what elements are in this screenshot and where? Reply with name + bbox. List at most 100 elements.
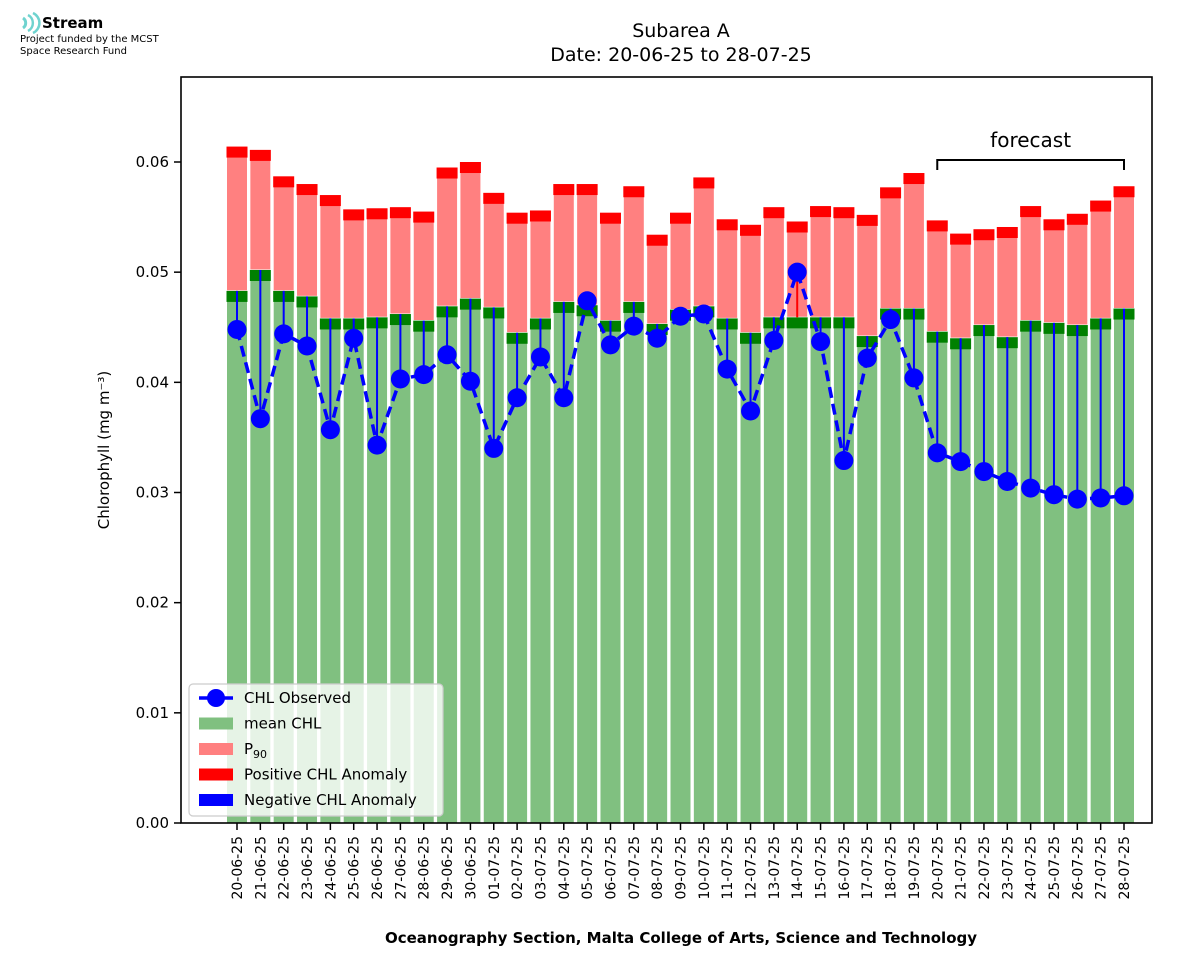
x-tick-label: 23-06-25 <box>300 836 316 900</box>
p90-band <box>623 186 645 198</box>
observed-point <box>250 409 270 429</box>
y-tick-label: 0.06 <box>136 153 169 171</box>
x-axis: 20-06-25 21-06-25 22-06-25 23-06-25 24-06-25… <box>230 823 1133 900</box>
y-axis: 0.00 0.01 0.02 0.03 0.04 0.05 0.06 <box>136 153 181 832</box>
logo-line-2: Space Research Fund <box>20 46 127 57</box>
x-tick-label: 10-07-25 <box>697 836 713 900</box>
plot-frame <box>180 76 1153 824</box>
x-tick-label: 27-06-25 <box>393 836 409 900</box>
bar-stack <box>646 234 669 824</box>
p90-bar <box>576 183 599 306</box>
anomaly-lines-group <box>236 269 1125 500</box>
x-tick-label: 02-07-25 <box>510 836 526 900</box>
bar-stack <box>1066 213 1089 824</box>
x-tick-label: 12-07-25 <box>744 836 760 900</box>
x-tick-label: 26-06-25 <box>370 836 386 900</box>
p90-bar <box>1019 205 1042 322</box>
observed-point <box>927 443 947 463</box>
p90-band <box>996 226 1018 239</box>
x-axis-label: Oceanography Section, Malta College of A… <box>385 929 977 947</box>
observed-point <box>530 347 550 367</box>
x-tick-label: 23-07-25 <box>1000 836 1016 900</box>
legend-patch-swatch <box>199 794 233 806</box>
p90-band <box>226 146 248 158</box>
observed-point <box>414 365 434 385</box>
logo-brand: Stream <box>20 12 159 34</box>
p90-band <box>786 221 808 233</box>
p90-band <box>903 173 925 185</box>
bar-stack <box>949 233 972 824</box>
p90-band <box>1113 186 1135 198</box>
bar-stack <box>622 185 645 824</box>
p90-bar <box>1113 185 1135 310</box>
p90-band <box>319 195 341 207</box>
p90-bar <box>506 212 529 334</box>
observed-point <box>671 306 690 326</box>
y-tick-label: 0.00 <box>136 814 169 832</box>
x-tick-label: 05-07-25 <box>580 836 596 900</box>
x-tick-label: 22-07-25 <box>977 836 993 900</box>
mean-bar <box>576 304 599 824</box>
x-tick-label: 25-06-25 <box>347 836 363 900</box>
p90-band <box>1043 219 1065 231</box>
bar-stack <box>926 219 949 824</box>
p90-bar <box>1042 218 1065 324</box>
legend-label: CHL Observed <box>244 689 351 707</box>
p90-band <box>693 177 715 189</box>
p90-band <box>716 219 738 231</box>
p90-bar <box>226 146 248 292</box>
x-tick-label: 20-07-25 <box>930 836 946 900</box>
legend-marker-swatch <box>207 689 225 707</box>
p90-band <box>973 229 995 241</box>
p90-band <box>576 184 598 196</box>
mean-bar <box>599 320 622 824</box>
x-tick-label: 28-06-25 <box>417 836 433 900</box>
observed-line-group <box>227 262 1134 509</box>
p90-band <box>950 233 972 245</box>
bar-stack <box>1042 218 1065 824</box>
observed-point <box>834 451 854 471</box>
observed-point <box>717 359 737 379</box>
bar-stack <box>996 226 1019 824</box>
p90-band <box>483 192 505 204</box>
p90-bar <box>459 161 482 300</box>
stream-logo: Stream Project funded by the MCST Space … <box>20 12 159 58</box>
p90-band <box>459 162 481 174</box>
y-tick-label: 0.02 <box>136 594 169 612</box>
p90-bar <box>482 192 505 308</box>
observed-point <box>1021 478 1041 498</box>
x-tick-label: 09-07-25 <box>674 836 690 900</box>
bar-stack <box>576 183 599 824</box>
x-tick-label: 18-07-25 <box>884 836 900 900</box>
legend-patch-swatch <box>199 717 233 730</box>
mean-bar <box>856 335 879 824</box>
p90-bar <box>739 224 762 334</box>
bar-stack <box>762 206 785 824</box>
p90-bar <box>249 149 272 271</box>
bar-stack <box>716 218 739 824</box>
p90-band <box>296 184 318 196</box>
bar-stack <box>529 209 552 824</box>
bar-stack <box>856 214 879 824</box>
p90-band <box>366 208 388 220</box>
observed-point <box>1091 488 1111 508</box>
bar-stack <box>902 172 925 824</box>
x-tick-label: 26-07-25 <box>1070 836 1086 900</box>
p90-bar <box>599 212 622 322</box>
bar-stack <box>482 192 505 824</box>
p90-bar <box>552 183 575 303</box>
observed-point <box>367 435 387 455</box>
legend-item: mean CHL <box>199 715 322 733</box>
x-tick-label: 13-07-25 <box>767 836 783 900</box>
p90-bar <box>646 234 669 325</box>
x-tick-label: 22-06-25 <box>277 836 293 900</box>
x-tick-label: 19-07-25 <box>907 836 923 900</box>
p90-bar <box>879 186 902 310</box>
p90-band <box>506 212 528 224</box>
p90-bar <box>296 183 319 297</box>
mean-bar <box>809 316 832 824</box>
forecast-annotation: forecast <box>936 128 1125 170</box>
x-tick-label: 20-06-25 <box>230 836 246 900</box>
p90-band <box>810 206 832 218</box>
